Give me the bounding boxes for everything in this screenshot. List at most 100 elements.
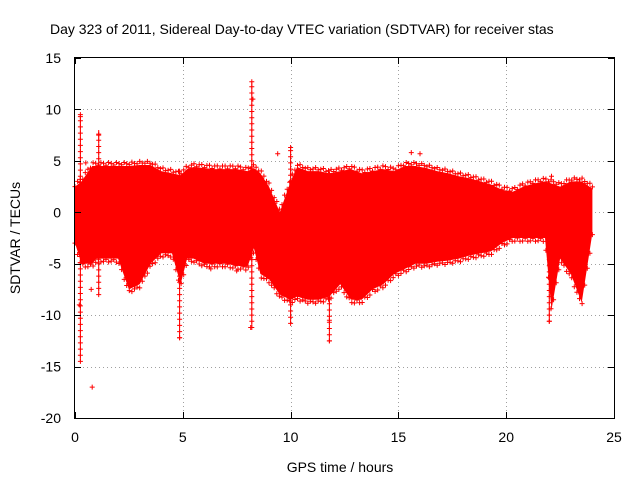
data-point-upper <box>465 172 471 178</box>
data-point-upper <box>388 164 394 170</box>
data-point-spike <box>288 178 294 184</box>
data-point-spike <box>249 226 255 232</box>
data-point-spike <box>288 222 294 228</box>
data-point-upper <box>88 165 93 171</box>
data-point-upper <box>483 179 489 185</box>
data-point-upper <box>434 165 440 170</box>
data-point-spike <box>177 248 183 254</box>
data-point-lower <box>147 263 153 269</box>
data-point-outlier <box>89 384 95 390</box>
data-point-spike <box>77 321 83 327</box>
data-point-lower <box>279 294 285 300</box>
data-point-spike <box>249 281 255 287</box>
data-point-lower <box>538 236 544 242</box>
data-point-spike <box>288 185 294 191</box>
data-point-upper <box>429 165 435 171</box>
data-point-lower <box>434 262 440 268</box>
data-point-lower <box>499 241 505 246</box>
data-point-lower <box>398 270 404 276</box>
data-point-spike <box>249 189 255 195</box>
data-point-spike <box>326 214 332 220</box>
y-tick-label: 5 <box>53 153 61 169</box>
data-point-spike <box>177 310 183 316</box>
data-point-spike <box>249 183 255 188</box>
data-point-spike <box>96 168 102 174</box>
data-point-spike <box>249 220 255 226</box>
data-point-spike <box>288 290 294 295</box>
data-point-spike <box>77 284 83 290</box>
data-point-spike <box>96 279 102 285</box>
data-point-spike <box>96 137 102 143</box>
data-point-upper <box>181 167 187 173</box>
data-point-upper <box>481 176 487 182</box>
data-point-outlier <box>275 151 281 157</box>
x-tick-label: 20 <box>498 429 514 445</box>
data-point-spike <box>546 257 552 263</box>
data-point-spike <box>249 84 255 90</box>
data-point-lower <box>137 285 143 291</box>
data-point-spike <box>177 304 183 310</box>
data-point-spike <box>96 205 102 211</box>
data-point-outlier <box>77 114 83 120</box>
data-point-lower <box>383 282 388 288</box>
data-point-spike <box>96 150 102 156</box>
data-point-spike <box>177 316 183 322</box>
data-point-lower <box>320 299 326 305</box>
data-point-upper <box>188 162 194 168</box>
data-point-lower <box>134 284 140 290</box>
data-point-spike <box>326 332 332 338</box>
y-axis-title: SDTVAR / TECUs <box>7 182 23 294</box>
data-point-spike <box>288 160 294 166</box>
data-point-spike <box>546 238 552 244</box>
data-point-upper <box>432 166 438 172</box>
data-point-lower <box>390 275 396 281</box>
data-point-spike <box>96 292 102 298</box>
data-point-lower <box>103 256 109 262</box>
data-point-lower <box>520 238 526 244</box>
data-point-spike <box>326 239 332 245</box>
data-point-upper <box>411 160 417 165</box>
data-point-spike <box>249 139 255 145</box>
data-point-upper <box>556 180 562 186</box>
data-point-lower <box>551 297 557 303</box>
data-point-lower <box>284 297 290 303</box>
data-point-spike <box>249 121 255 127</box>
data-point-lower <box>473 255 479 261</box>
data-point-lower <box>238 266 244 272</box>
data-point-upper <box>147 160 153 166</box>
data-point-upper <box>530 180 536 186</box>
data-point-spike <box>96 162 102 168</box>
data-point-upper <box>194 164 200 170</box>
data-point-lower <box>168 254 174 260</box>
data-point-spike <box>177 242 183 248</box>
data-point-upper <box>491 182 497 188</box>
data-point-lower <box>209 261 215 267</box>
data-point-upper <box>271 195 277 201</box>
data-point-lower <box>186 256 192 262</box>
data-point-spike <box>96 187 102 193</box>
data-point-upper <box>258 168 264 174</box>
data-point-lower <box>584 265 590 271</box>
data-point-upper <box>419 161 425 167</box>
data-point-upper <box>527 179 533 185</box>
data-point-lower <box>199 263 205 269</box>
data-point-lower <box>333 288 339 294</box>
data-point-lower <box>582 282 588 288</box>
data-point-upper <box>253 164 259 170</box>
data-point-spike <box>77 346 83 352</box>
data-point-spike <box>77 186 83 192</box>
data-point-lower <box>502 242 507 248</box>
data-point-spike <box>77 217 83 222</box>
y-tick-label: -15 <box>41 359 61 375</box>
data-point-upper <box>310 166 316 172</box>
data-point-lower <box>447 259 453 265</box>
data-point-outlier <box>96 132 102 138</box>
data-point-upper <box>266 180 272 186</box>
data-point-lower <box>589 232 595 238</box>
data-point-spike <box>546 312 552 318</box>
data-point-spike <box>288 240 294 246</box>
data-point-lower <box>341 290 347 296</box>
data-point-upper <box>439 167 445 173</box>
data-point-lower <box>346 295 352 301</box>
data-point-outlier <box>417 151 423 157</box>
